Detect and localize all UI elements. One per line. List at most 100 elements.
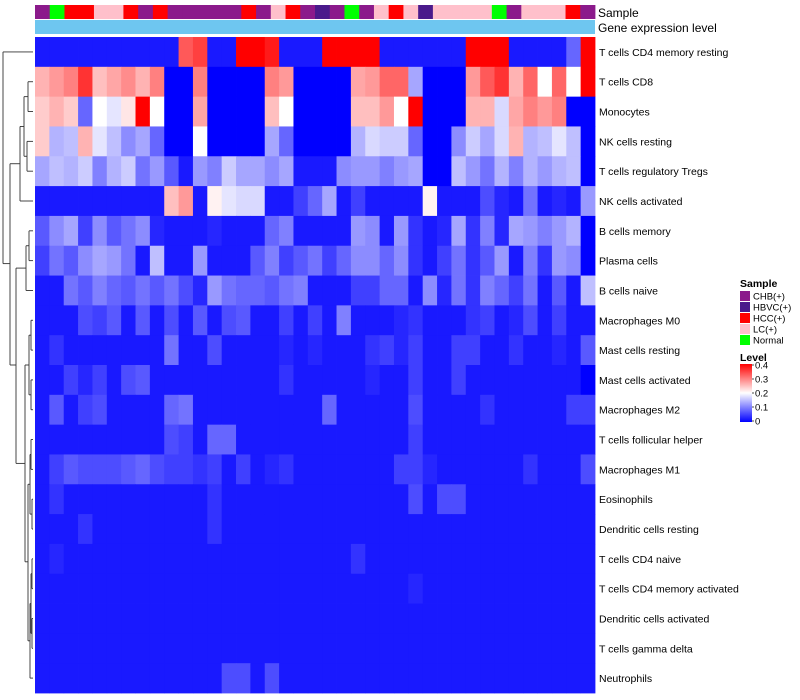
heatmap-cell	[322, 335, 337, 366]
heatmap-cell	[121, 66, 136, 98]
heatmap-cell	[121, 215, 136, 247]
heatmap-cell	[78, 186, 93, 217]
heatmap-cell	[408, 156, 424, 187]
heatmap-cell	[293, 245, 309, 276]
legend-swatch	[740, 302, 750, 312]
legend-tick-label: 0.1	[755, 403, 768, 414]
heatmap-cell	[192, 394, 208, 426]
heatmap-cell	[322, 37, 337, 68]
heatmap-cell	[192, 573, 208, 604]
heatmap-cell	[192, 484, 208, 515]
heatmap-cell	[293, 663, 309, 694]
sample-annotation-cell	[138, 5, 154, 19]
heatmap-cell	[293, 126, 309, 157]
heatmap-cell	[279, 66, 294, 98]
sample-annotation-cell	[35, 5, 51, 19]
heatmap-cell	[307, 126, 323, 157]
heatmap-cell	[149, 126, 165, 157]
heatmap-cell	[35, 245, 50, 276]
heatmap-cell	[92, 454, 108, 485]
heatmap-cell	[408, 126, 424, 157]
heatmap-cell	[451, 454, 467, 485]
heatmap-cell	[178, 96, 194, 127]
heatmap-cell	[121, 394, 136, 426]
heatmap-cell	[437, 305, 452, 336]
heatmap-cell	[63, 275, 79, 306]
heatmap-cell	[422, 245, 438, 276]
heatmap-cell	[322, 365, 337, 396]
heatmap-cell	[293, 424, 309, 455]
heatmap-cell	[135, 663, 151, 694]
heatmap-cell	[437, 275, 452, 306]
heatmap-cell	[279, 245, 294, 276]
heatmap-cell	[379, 245, 395, 276]
heatmap-cell	[480, 37, 495, 68]
heatmap-cell	[307, 663, 323, 694]
heatmap-cell	[537, 573, 553, 604]
heatmap-cell	[264, 394, 280, 426]
heatmap-cell	[422, 186, 438, 217]
heatmap-cell	[164, 394, 179, 426]
heatmap-cell	[35, 603, 50, 634]
heatmap-cell	[78, 484, 93, 515]
heatmap-cell	[135, 96, 151, 127]
heatmap-cell	[480, 603, 495, 634]
heatmap-cell	[551, 335, 567, 366]
heatmap-cell	[379, 514, 395, 545]
heatmap-cell	[523, 394, 538, 426]
heatmap-cell	[580, 514, 596, 545]
heatmap-cell	[63, 484, 79, 515]
row-dendrogram	[2, 51, 33, 679]
heatmap-cell	[164, 305, 179, 336]
heatmap-cell	[480, 305, 495, 336]
heatmap-cell	[451, 514, 467, 545]
heatmap-cell	[164, 633, 179, 664]
heatmap-cell	[393, 186, 409, 217]
heatmap-cell	[63, 305, 79, 336]
heatmap-cell	[322, 156, 337, 187]
heatmap-cell	[480, 514, 495, 545]
heatmap-cell	[350, 484, 366, 515]
heatmap-cell	[178, 603, 194, 634]
heatmap-cell	[537, 454, 553, 485]
heatmap-cell	[49, 633, 65, 664]
heatmap-cell	[393, 573, 409, 604]
heatmap-cell	[207, 633, 223, 664]
heatmap-cell	[422, 305, 438, 336]
heatmap-cell	[350, 37, 366, 68]
heatmap-cell	[35, 156, 50, 187]
heatmap-cell	[451, 484, 467, 515]
heatmap-cell	[437, 66, 452, 98]
heatmap-cell	[164, 454, 179, 485]
heatmap-cell	[365, 543, 381, 575]
heatmap-cell	[480, 573, 495, 604]
heatmap-cell	[92, 156, 108, 187]
heatmap-cell	[350, 215, 366, 247]
heatmap-cell	[78, 543, 93, 575]
heatmap-cell	[92, 37, 108, 68]
heatmap-cell	[508, 663, 524, 694]
heatmap-cell	[393, 394, 409, 426]
sample-annotation-cell	[300, 5, 316, 19]
heatmap-cell	[523, 156, 538, 187]
heatmap-cell	[465, 603, 481, 634]
heatmap-cell	[307, 335, 323, 366]
heatmap-cell	[465, 215, 481, 247]
heatmap-cell	[264, 305, 280, 336]
heatmap-cell	[207, 275, 223, 306]
heatmap-cell	[580, 424, 596, 455]
heatmap-cell	[63, 66, 79, 98]
heatmap-cell	[336, 573, 352, 604]
heatmap-cell	[135, 186, 151, 217]
heatmap-cell	[149, 215, 165, 247]
heatmap-cell	[78, 424, 93, 455]
heatmap-cell	[350, 305, 366, 336]
heatmap-cell	[264, 484, 280, 515]
heatmap-cell	[279, 335, 294, 366]
heatmap-cell	[508, 156, 524, 187]
heatmap-cell	[236, 245, 251, 276]
heatmap-cell	[92, 573, 108, 604]
heatmap-cell	[451, 603, 467, 634]
heatmap-cell	[293, 186, 309, 217]
heatmap-cell	[379, 66, 395, 98]
